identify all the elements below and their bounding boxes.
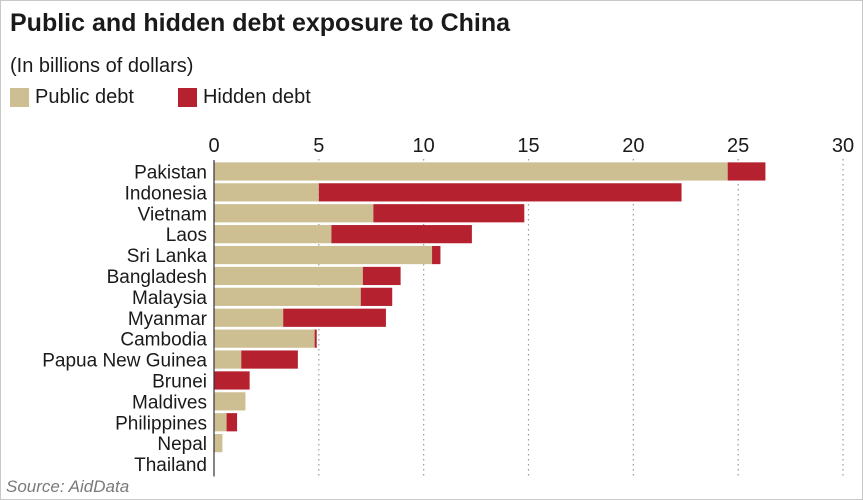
category-label: Myanmar [128,309,208,330]
bar-hidden-debt [360,287,393,306]
bar-public-debt [214,162,728,181]
x-tick-label: 25 [727,135,749,157]
bar-hidden-debt [432,245,441,265]
source-note: Source: AidData [6,477,130,496]
category-label: Thailand [134,455,207,476]
x-tick-label: 10 [413,135,435,157]
category-label: Cambodia [120,330,207,351]
bar-public-debt [214,245,433,265]
legend-swatch-hidden [177,88,197,107]
bar-public-debt [214,413,227,432]
legend-label-public: Public debt [35,86,134,108]
bar-public-debt [214,329,315,348]
legend-item-public: Public debt [10,86,134,109]
category-label: Maldives [132,392,207,413]
legend-item-hidden: Hidden debt [177,86,311,109]
bar-hidden-debt [727,162,766,181]
category-label: Papua New Guinea [42,351,207,372]
category-label: Indonesia [125,183,208,204]
bar-hidden-debt [373,204,525,223]
category-label: Philippines [115,413,207,434]
bar-public-debt [214,204,374,223]
chart-subtitle: (In billions of dollars) [10,55,194,77]
bar-public-debt [214,266,363,286]
category-label: Bangladesh [107,267,207,288]
bar-public-debt [214,225,332,244]
x-tick-label: 5 [313,135,324,157]
bar-hidden-debt [362,266,401,286]
chart-title: Public and hidden debt exposure to China [10,9,511,37]
x-tick-label: 30 [832,135,854,157]
x-tick-label: 20 [622,135,644,157]
bar-hidden-debt [226,413,238,432]
bar-hidden-debt [283,308,386,327]
bar-hidden-debt [314,329,317,348]
category-label: Pakistan [134,162,207,183]
legend-label-hidden: Hidden debt [202,86,311,108]
category-label: Nepal [157,434,207,455]
category-label: Sri Lanka [127,246,208,267]
category-label: Brunei [152,371,207,392]
x-tick-label: 15 [517,135,539,157]
x-tick-label: 0 [208,135,219,157]
category-label: Laos [166,225,207,246]
bar-public-debt [214,392,246,411]
bar-public-debt [214,183,319,202]
bar-public-debt [214,350,242,369]
bar-public-debt [214,308,284,327]
bar-hidden-debt [241,350,298,369]
bar-hidden-debt [331,225,472,244]
legend: Public debt Hidden debt [10,86,355,109]
category-label: Malaysia [132,288,207,309]
category-label: Vietnam [138,204,207,225]
bar-hidden-debt [214,371,250,390]
bar-public-debt [214,287,361,306]
legend-swatch-public [10,88,29,107]
bar-public-debt [214,434,223,453]
bar-hidden-debt [318,183,682,202]
